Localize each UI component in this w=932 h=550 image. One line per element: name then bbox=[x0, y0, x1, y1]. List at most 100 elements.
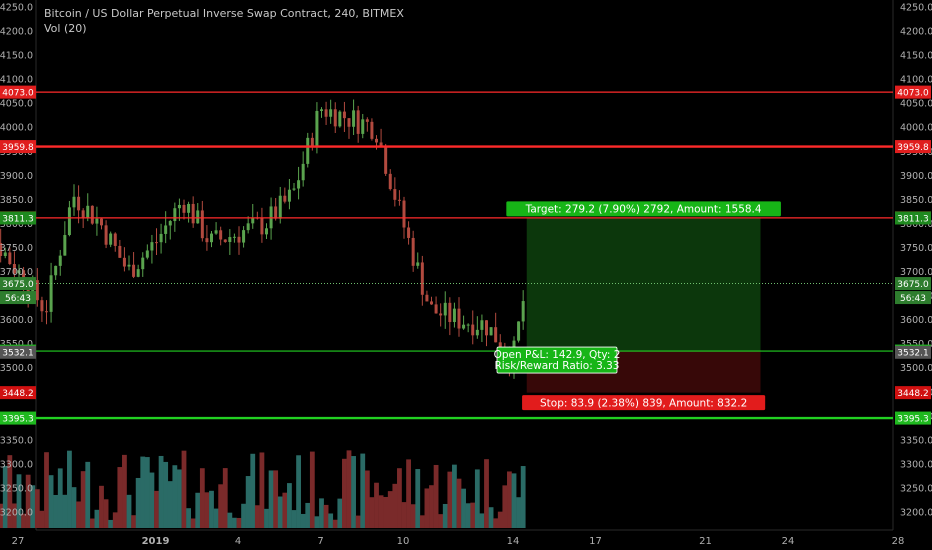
volume-bar bbox=[25, 474, 31, 528]
x-tick-label: 7 bbox=[317, 536, 323, 547]
candle-body bbox=[489, 327, 493, 336]
candle-body bbox=[347, 118, 351, 127]
volume-bar bbox=[126, 494, 132, 528]
candle-body bbox=[379, 142, 383, 147]
volume-bar bbox=[401, 502, 407, 528]
candle-body bbox=[439, 313, 443, 316]
candle-body bbox=[448, 302, 452, 323]
candle-body bbox=[338, 111, 342, 127]
target-label: Target: 279.2 (7.90%) 2792, Amount: 1558… bbox=[525, 204, 762, 216]
candle-body bbox=[315, 110, 319, 146]
candle-body bbox=[191, 203, 195, 224]
volume-bar bbox=[323, 504, 329, 528]
volume-bar bbox=[364, 470, 370, 528]
volume-bar bbox=[204, 492, 210, 528]
risk-reward-label: Risk/Reward Ratio: 3.33 bbox=[495, 360, 620, 372]
volume-bar bbox=[108, 519, 114, 528]
price-tag-text: 3811.3 bbox=[2, 214, 34, 224]
countdown-tag bbox=[895, 291, 931, 305]
volume-bar bbox=[181, 450, 187, 528]
candle-body bbox=[466, 324, 470, 326]
volume-bar bbox=[406, 459, 411, 528]
volume-bar bbox=[488, 507, 494, 528]
volume-bar bbox=[397, 468, 402, 528]
candle-body bbox=[232, 236, 236, 238]
volume-bar bbox=[245, 476, 251, 528]
candle-body bbox=[168, 221, 172, 226]
level-tag-left bbox=[0, 411, 36, 425]
volume-bar bbox=[190, 518, 196, 528]
candle-body bbox=[173, 208, 177, 222]
candle-body bbox=[297, 180, 301, 189]
candle-body bbox=[150, 242, 154, 251]
volume-bar bbox=[493, 518, 499, 528]
stop-label: Stop: 83.9 (2.38%) 839, Amount: 832.2 bbox=[540, 397, 747, 409]
y-tick-left: 3600.0 bbox=[0, 315, 33, 326]
volume-bar bbox=[410, 504, 416, 528]
volume-bar bbox=[76, 501, 81, 528]
volume-bar bbox=[287, 483, 292, 528]
price-tag-text: 3532.1 bbox=[2, 349, 34, 359]
candle-body bbox=[0, 242, 3, 256]
volume-bar bbox=[507, 471, 512, 528]
volume-bar bbox=[277, 496, 283, 528]
y-tick-right: 3500.0 bbox=[900, 363, 932, 374]
y-tick-right: 3850.0 bbox=[900, 195, 932, 206]
level-tag-text: 4073.0 bbox=[2, 88, 34, 98]
price-tag-right bbox=[895, 211, 931, 225]
candle-body bbox=[498, 342, 502, 350]
volume-bar bbox=[195, 492, 201, 528]
volume-bar bbox=[319, 498, 324, 528]
level-tag-left bbox=[0, 140, 36, 154]
candle-body bbox=[17, 270, 21, 274]
pnl-box[interactable] bbox=[496, 346, 618, 374]
candle-body bbox=[480, 320, 484, 330]
volume-bar bbox=[44, 452, 49, 528]
volume-bar bbox=[470, 502, 476, 528]
candle-body bbox=[292, 188, 296, 190]
candle-body bbox=[118, 245, 122, 258]
volume-bar bbox=[438, 514, 444, 528]
candle-body bbox=[333, 109, 337, 127]
price-tag-text: 3532.1 bbox=[897, 349, 929, 359]
candle-body bbox=[471, 324, 475, 336]
candle-body bbox=[3, 252, 7, 256]
volume-bar bbox=[67, 450, 72, 528]
candle-body bbox=[95, 218, 99, 224]
volume-bar bbox=[461, 488, 466, 528]
candle-body bbox=[54, 265, 58, 276]
candle-body bbox=[72, 196, 76, 208]
candle-body bbox=[63, 235, 67, 256]
candle-body bbox=[246, 223, 250, 231]
candle-body bbox=[274, 206, 278, 219]
volume-bar bbox=[89, 518, 95, 528]
volume-bar bbox=[94, 509, 100, 528]
y-tick-left: 3850.0 bbox=[0, 195, 33, 206]
candle-body bbox=[475, 329, 479, 336]
volume-bar bbox=[433, 464, 439, 528]
volume-bar bbox=[0, 503, 4, 528]
candle-body bbox=[375, 138, 378, 143]
candle-body bbox=[104, 225, 108, 245]
candle-body bbox=[384, 146, 388, 174]
volume-bar bbox=[135, 477, 141, 528]
y-tick-right: 4250.0 bbox=[900, 3, 932, 14]
volume-bar bbox=[172, 465, 178, 528]
price-tag-right bbox=[895, 345, 931, 359]
countdown-text: 56:43 bbox=[900, 294, 926, 304]
y-tick-left: 4050.0 bbox=[0, 99, 33, 110]
level-tag-text: 4073.0 bbox=[897, 88, 929, 98]
volume-indicator-label[interactable]: Vol (20) bbox=[44, 22, 87, 35]
candle-body bbox=[393, 189, 397, 200]
candle-body bbox=[411, 237, 415, 266]
y-tick-left: 4000.0 bbox=[0, 123, 33, 134]
target-zone[interactable] bbox=[526, 217, 761, 352]
candle-body bbox=[301, 163, 305, 181]
level-tag-text: 3395.3 bbox=[897, 414, 929, 424]
volume-bar bbox=[117, 467, 123, 528]
candle-body bbox=[306, 137, 310, 164]
candle-body bbox=[434, 304, 438, 314]
y-tick-right: 3350.0 bbox=[900, 435, 932, 446]
candle-body bbox=[462, 324, 466, 329]
